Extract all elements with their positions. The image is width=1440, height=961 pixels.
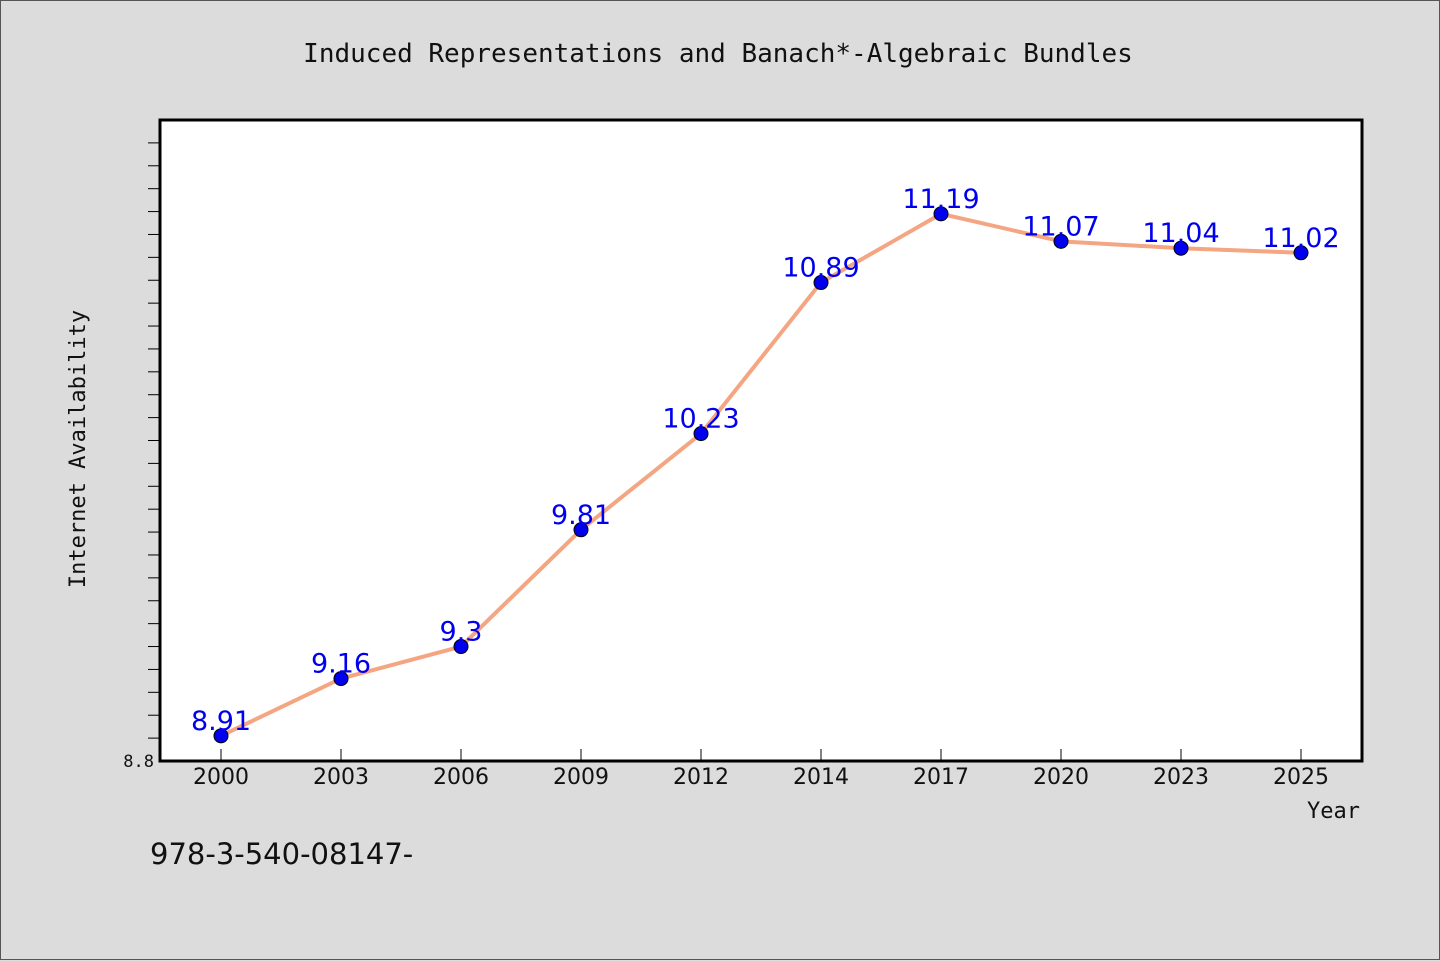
x-axis-label: Year	[1307, 799, 1360, 824]
data-point	[333, 671, 349, 687]
series-line	[219, 211, 1303, 738]
x-tick-label: 2006	[433, 765, 489, 790]
data-label: 11.07	[1022, 211, 1099, 242]
footer-isbn-text: 978-3-540-08147-	[150, 837, 413, 871]
data-label: 9.3	[440, 617, 483, 648]
data-label: 11.02	[1262, 223, 1339, 254]
x-tick-label: 2003	[313, 765, 369, 790]
data-point	[1173, 240, 1189, 256]
data-label: 9.16	[311, 649, 371, 680]
x-tick-label: 2000	[193, 765, 249, 790]
x-axis-ticks: 2000 2003 2006 2009 2012 2014 2017 2020 2023 2025	[193, 749, 1329, 790]
data-point	[573, 522, 589, 538]
data-label: 8.91	[191, 706, 251, 737]
data-point	[693, 426, 709, 442]
plot-area	[158, 118, 1364, 763]
x-tick-label: 2020	[1033, 765, 1089, 790]
y-axis-ticks: 8.8	[123, 142, 160, 772]
y-axis-label: Internet Availability	[66, 310, 91, 588]
data-point	[453, 639, 469, 655]
series-layer: 8.91 9.16 9.3 9.81 10.23 10.89 11.19 11.07 11.04…	[191, 184, 1340, 744]
data-label: 10.89	[782, 253, 859, 284]
y-tick-label: 8.8	[123, 752, 154, 772]
x-tick-label: 2014	[793, 765, 849, 790]
x-tick-label: 2025	[1273, 765, 1329, 790]
data-point	[1293, 245, 1309, 261]
data-point	[1053, 233, 1069, 249]
data-label: 9.81	[551, 500, 611, 531]
x-tick-label: 2009	[553, 765, 609, 790]
data-point	[813, 275, 829, 291]
data-label: 11.04	[1142, 218, 1219, 249]
x-tick-label: 2017	[913, 765, 969, 790]
data-point	[933, 206, 949, 222]
x-tick-label: 2023	[1153, 765, 1209, 790]
data-label: 11.19	[902, 184, 979, 215]
data-label: 10.23	[662, 404, 739, 435]
data-point	[213, 728, 229, 744]
x-tick-label: 2012	[673, 765, 729, 790]
chart-title: Induced Representations and Banach*-Alge…	[303, 39, 1133, 69]
